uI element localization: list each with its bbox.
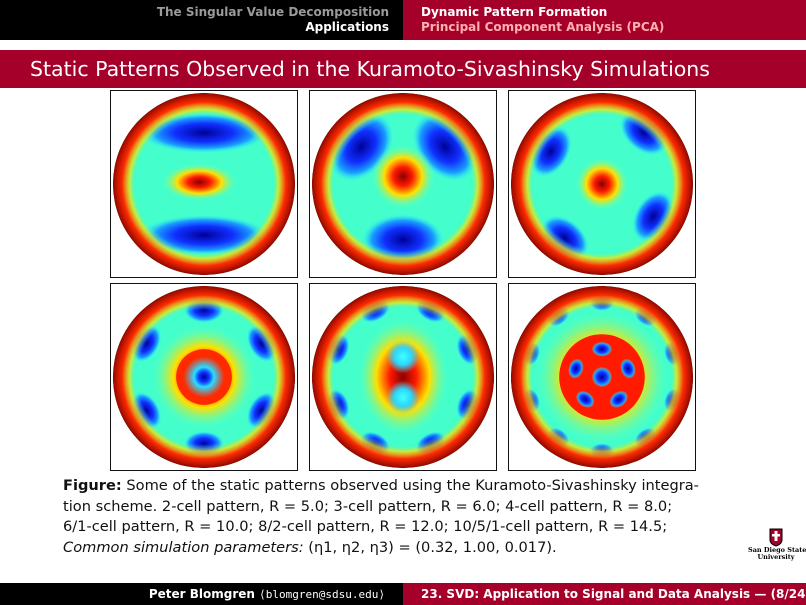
nav-subtopic[interactable]: Principal Component Analysis (PCA): [421, 20, 665, 34]
pattern-8-2-cell-image: [311, 285, 495, 469]
panel-10-5-1-cell: [508, 283, 696, 471]
footer-slide-title: 23. SVD: Application to Signal and Data …: [421, 587, 751, 601]
caption-line-1: Some of the static patterns observed usi…: [121, 477, 699, 494]
sdsu-seal-icon: [769, 528, 783, 547]
nav-topic-block[interactable]: Dynamic Pattern Formation Principal Comp…: [403, 0, 806, 40]
pattern-figure: [110, 90, 696, 471]
nav-subsection[interactable]: Applications: [305, 20, 389, 34]
logo-line-1: San Diego State: [748, 546, 806, 554]
panel-6-1-cell: [110, 283, 298, 471]
footer-bar: Peter Blomgren ⟨blomgren@sdsu.edu⟩ 23. S…: [0, 583, 806, 605]
footer-title-block: 23. SVD: Application to Signal and Data …: [403, 583, 806, 605]
frame-title: Static Patterns Observed in the Kuramoto…: [0, 50, 806, 88]
panel-2-cell: [110, 90, 298, 278]
pattern-6-1-cell-image: [112, 285, 296, 469]
header-nav: The Singular Value Decomposition Applica…: [0, 0, 806, 40]
pattern-4-cell-image: [510, 92, 694, 276]
pattern-3-cell-image: [311, 92, 495, 276]
nav-section[interactable]: The Singular Value Decomposition: [156, 5, 389, 19]
nav-topic[interactable]: Dynamic Pattern Formation: [421, 5, 608, 19]
caption-params-label: Common simulation parameters:: [63, 538, 304, 556]
caption-params-value: (η1, η2, η3) = (0.32, 1.00, 0.017).: [303, 538, 557, 556]
footer-email: ⟨blomgren@sdsu.edu⟩: [259, 588, 385, 601]
footer-author: Peter Blomgren: [148, 587, 255, 601]
panel-4-cell: [508, 90, 696, 278]
caption-line-3: 6/1-cell pattern, R = 10.0; 8/2-cell pat…: [63, 518, 668, 535]
nav-section-block[interactable]: The Singular Value Decomposition Applica…: [0, 0, 403, 40]
caption-line-2: tion scheme. 2-cell pattern, R = 5.0; 3-…: [63, 497, 673, 515]
panel-3-cell: [309, 90, 497, 278]
pattern-10-5-1-cell-image: [510, 285, 694, 469]
caption-label: Figure:: [63, 477, 122, 494]
pattern-2-cell-image: [112, 92, 296, 276]
figure-caption: Figure: Some of the static patterns obse…: [63, 476, 753, 558]
logo-line-2: University: [757, 553, 795, 561]
footer-author-block: Peter Blomgren ⟨blomgren@sdsu.edu⟩: [0, 583, 403, 605]
panel-8-2-cell: [309, 283, 497, 471]
footer-page-number: — (8/24): [754, 587, 806, 601]
sdsu-logo: San Diego State University: [748, 527, 806, 567]
